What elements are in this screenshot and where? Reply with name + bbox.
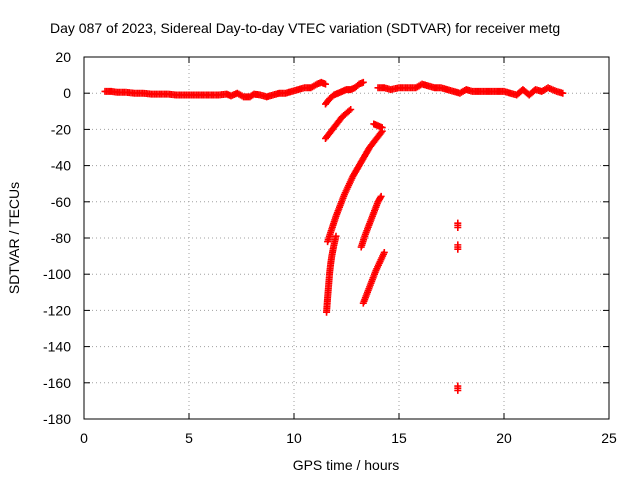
data-point [377,192,385,200]
x-axis-ticks: 0 5 10 15 20 25 [80,57,617,446]
x-tick-label: 5 [185,430,193,446]
data-point [347,105,355,113]
series-near-zero-band [101,78,567,101]
x-axis-label: GPS time / hours [293,457,400,473]
x-tick-label: 10 [286,430,302,446]
y-tick-label: -20 [51,121,71,137]
y-tick-label: 20 [55,49,71,65]
y-tick-label: -80 [51,230,71,246]
y-tick-label: 0 [63,85,71,101]
data-point [454,219,462,227]
series-arc-A [322,78,367,108]
data-point [332,232,340,240]
data-point [378,127,386,135]
x-tick-label: 0 [80,430,88,446]
y-tick-label: -160 [43,375,71,391]
data-point [380,248,388,256]
series-arc-G [359,248,388,307]
series-arc-C [370,120,386,132]
x-tick-label: 15 [391,430,407,446]
data-point [454,382,462,390]
series-arc-B [322,105,355,142]
data-point [377,129,385,137]
data-point [345,107,353,115]
data-points [101,78,567,394]
y-tick-label: -140 [43,339,71,355]
data-point [322,80,329,88]
data-point [454,241,462,249]
y-tick-label: -180 [43,411,71,427]
series-arc-D [324,127,386,246]
y-axis-ticks: 20 0 -20 -40 -60 -80 -100 -120 -140 -160 -180 [43,49,609,427]
x-tick-label: 25 [601,430,617,446]
chart-title: Day 087 of 2023, Sidereal Day-to-day VTE… [50,20,560,36]
y-tick-label: -100 [43,266,71,282]
y-tick-label: -40 [51,158,71,174]
data-point [559,89,567,97]
y-axis-label: SDTVAR / TECUs [6,182,22,294]
series-arc-E [323,232,340,316]
y-tick-label: -60 [51,194,71,210]
grid-lines [84,57,609,419]
y-tick-label: -120 [43,302,71,318]
series-isolated-points [454,219,462,394]
x-tick-label: 20 [496,430,512,446]
data-point [359,78,367,86]
series-arc-F [357,192,385,251]
